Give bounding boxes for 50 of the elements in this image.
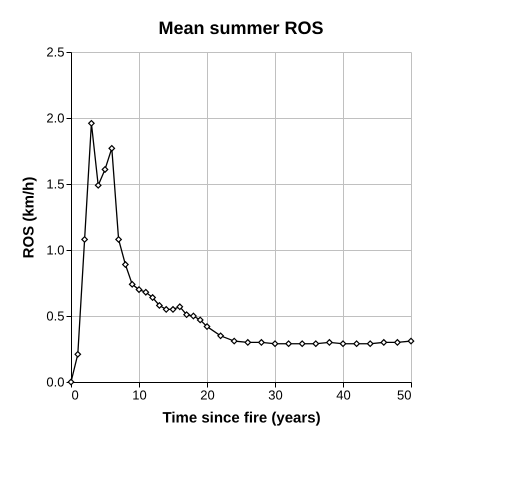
point <box>340 340 346 348</box>
point <box>88 120 95 127</box>
y-tick-label: 2.5 <box>46 44 64 60</box>
point <box>183 311 190 318</box>
point <box>408 338 414 344</box>
x-tick-label: 0 <box>72 388 79 402</box>
y-tick-label: 1.0 <box>46 242 64 258</box>
point <box>162 306 170 313</box>
point <box>74 350 82 358</box>
point <box>272 340 278 348</box>
point <box>326 339 333 346</box>
point <box>258 339 265 346</box>
point <box>196 316 204 324</box>
point <box>312 340 320 348</box>
y-tick-label: 0.0 <box>46 374 64 390</box>
point <box>149 294 156 301</box>
point <box>230 338 238 344</box>
point <box>204 323 210 330</box>
x-tick-label: 50 <box>397 388 412 402</box>
point <box>142 288 150 296</box>
x-tick-label: 30 <box>268 388 283 402</box>
point <box>176 303 184 310</box>
point <box>394 339 401 346</box>
x-tick-label: 40 <box>336 388 351 402</box>
point <box>128 280 136 288</box>
y-tick-label: 2.0 <box>46 110 64 126</box>
x-tick-label: 20 <box>200 388 215 402</box>
point <box>380 339 388 346</box>
point <box>298 340 306 348</box>
point <box>170 306 176 313</box>
point <box>102 166 108 173</box>
point <box>122 261 129 268</box>
point <box>94 182 102 189</box>
point <box>136 286 142 293</box>
x-axis-title: Time since fire (years) <box>162 410 321 426</box>
chart-title: Mean summer ROS <box>158 18 324 38</box>
point <box>217 332 224 340</box>
point <box>115 236 122 243</box>
point <box>353 340 360 348</box>
point <box>108 145 116 152</box>
y-tick-label: 0.5 <box>46 308 64 324</box>
point <box>244 339 252 346</box>
x-tick-label: 10 <box>132 388 147 402</box>
y-axis-title: ROS (km/h) <box>20 176 38 258</box>
y-tick-label: 1.5 <box>46 176 64 192</box>
point <box>156 302 163 309</box>
point <box>190 312 197 320</box>
point <box>366 340 374 348</box>
point <box>81 236 88 243</box>
point <box>285 340 292 348</box>
